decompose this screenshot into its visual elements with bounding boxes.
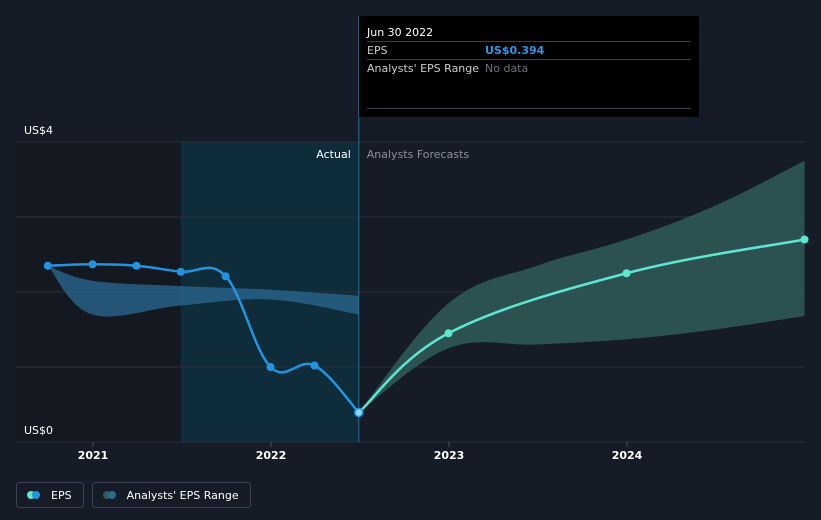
eps-range-area-actual — [47, 265, 359, 317]
legend-label-range: Analysts' EPS Range — [126, 488, 239, 502]
eps-point[interactable] — [444, 329, 453, 338]
eps-line-forecast — [357, 238, 806, 414]
y-axis-ticks: US$0 US$4 — [24, 124, 53, 437]
forecast-label: Analysts Forecasts — [367, 148, 470, 161]
eps-points — [43, 235, 809, 418]
eps-point[interactable] — [43, 261, 52, 270]
y-tick-label: US$0 — [24, 424, 53, 437]
eps-point[interactable] — [800, 235, 809, 244]
y-tick-label: US$4 — [24, 124, 53, 137]
eps-point[interactable] — [221, 272, 230, 281]
x-tick-label: 2022 — [256, 449, 287, 462]
eps-point-selected[interactable] — [354, 407, 364, 418]
tooltip-divider — [367, 108, 691, 109]
x-tick-label: 2024 — [612, 449, 643, 462]
eps-point[interactable] — [88, 260, 97, 269]
eps-point[interactable] — [266, 363, 275, 371]
tooltip-key-range: Analysts' EPS Range — [367, 62, 480, 75]
tooltip-date: Jun 30 2022 — [367, 26, 434, 39]
eps-point[interactable] — [310, 361, 319, 370]
legend: EPS Analysts' EPS Range — [16, 482, 251, 508]
tooltip-value-eps: US$0.394 — [485, 44, 545, 57]
x-tick-label: 2021 — [78, 449, 109, 462]
eps-range-legend-icon — [102, 491, 119, 499]
legend-item-range[interactable]: Analysts' EPS Range — [91, 482, 251, 508]
legend-item-eps[interactable]: EPS — [16, 482, 84, 508]
tooltip-row-eps: EPS US$0.394 — [367, 41, 691, 59]
x-tick-label: 2023 — [434, 449, 465, 462]
tooltip-value-range: No data — [485, 62, 529, 75]
eps-point[interactable] — [132, 261, 141, 270]
tooltip: Jun 30 2022 EPS US$0.394 Analysts' EPS R… — [359, 16, 699, 117]
tooltip-row-range: Analysts' EPS Range No data — [367, 59, 691, 77]
eps-point[interactable] — [622, 269, 631, 278]
tooltip-key-eps: EPS — [367, 44, 388, 57]
eps-legend-icon — [27, 491, 43, 499]
legend-label-eps: EPS — [51, 488, 72, 502]
x-axis-ticks: 2021 2022 2023 2024 — [78, 442, 643, 462]
actual-label: Actual — [316, 148, 350, 161]
eps-point[interactable] — [176, 267, 185, 276]
